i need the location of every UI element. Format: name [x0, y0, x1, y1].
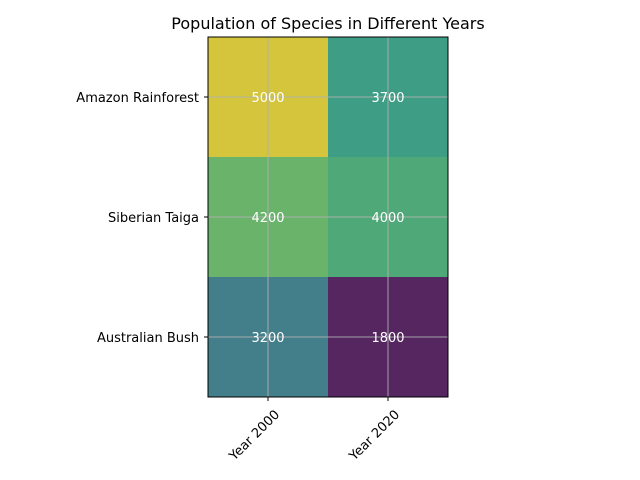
chart-title: Population of Species in Different Years	[171, 14, 484, 33]
cell-value-label: 3700	[371, 91, 404, 106]
cell-value-label: 4000	[371, 211, 404, 226]
cell-value-label: 5000	[251, 91, 284, 106]
y-tick-label: Amazon Rainforest	[76, 91, 199, 106]
x-axis: Year 2000 Year 2020	[226, 397, 403, 465]
cell-value-label: 3200	[251, 331, 284, 346]
y-tick-label: Siberian Taiga	[108, 211, 199, 226]
x-tick-label: Year 2020	[346, 407, 403, 464]
y-axis: Amazon Rainforest Siberian Taiga Australia…	[76, 91, 208, 346]
cell-value-labels: 5000 3700 4200 4000 3200 1800	[251, 91, 404, 346]
cell-value-label: 4200	[251, 211, 284, 226]
cell-value-label: 1800	[371, 331, 404, 346]
grid-lines	[208, 37, 448, 397]
y-tick-label: Australian Bush	[97, 331, 199, 346]
x-tick-label: Year 2000	[226, 407, 283, 464]
